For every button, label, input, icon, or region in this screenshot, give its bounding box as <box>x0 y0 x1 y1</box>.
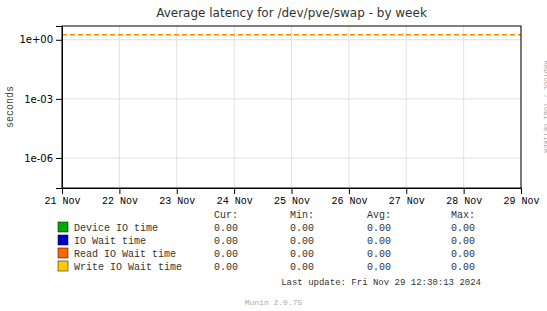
legend-stat: 0.00 <box>214 249 238 260</box>
x-tick: 21 Nov <box>44 188 80 207</box>
x-tick-mark <box>119 188 120 194</box>
x-tick-mark <box>521 188 522 194</box>
x-tick-mark <box>349 188 350 194</box>
x-tick-mark <box>234 188 235 194</box>
y-tick-label: 1e-03 <box>24 94 53 105</box>
legend-stat: 0.00 <box>290 236 314 247</box>
legend-stat: 0.00 <box>214 223 238 234</box>
legend-label: Write IO Wait time <box>74 262 182 273</box>
footer: Last update: Fri Nov 29 12:30:13 2024 <box>281 278 481 288</box>
x-tick-mark <box>177 188 178 194</box>
x-tick-label: 21 Nov <box>44 196 80 207</box>
legend-stat: 0.00 <box>451 223 475 234</box>
y-tick-mark <box>56 99 62 100</box>
x-tick-label: 29 Nov <box>503 196 539 207</box>
grid <box>62 26 521 188</box>
x-tick-mark <box>292 188 293 194</box>
grid-line-x <box>406 26 407 188</box>
legend-stat: 0.00 <box>214 262 238 273</box>
x-tick-label: 25 Nov <box>274 196 310 207</box>
legend-label: Read IO Wait time <box>74 249 176 260</box>
y-tick-label: 1e+00 <box>19 34 53 45</box>
legend-header: Min: <box>290 210 314 221</box>
grid-line-x <box>463 26 464 188</box>
legend-swatch <box>58 235 68 245</box>
y-tick: 1e-03 <box>24 94 62 105</box>
y-axis: 1e-06 1e-03 1e+00 <box>19 27 62 189</box>
x-tick: 24 Nov <box>217 188 253 207</box>
grid-line-x <box>176 26 177 188</box>
legend-swatch <box>58 248 68 258</box>
plot-area <box>62 34 521 35</box>
grid-line-x <box>119 26 120 188</box>
grid-line-x <box>234 26 235 188</box>
x-tick-label: 26 Nov <box>331 196 367 207</box>
x-tick-label: 24 Nov <box>217 196 253 207</box>
x-tick: 23 Nov <box>159 188 195 207</box>
x-tick-mark <box>62 188 63 194</box>
legend-stat: 0.00 <box>367 236 391 247</box>
legend-stat: 0.00 <box>367 249 391 260</box>
legend-swatch <box>58 222 68 232</box>
y-tick-mark <box>56 40 62 41</box>
x-tick: 28 Nov <box>446 188 482 207</box>
x-axis-line <box>63 189 522 195</box>
legend-stat: 0.00 <box>290 249 314 260</box>
legend-label: Device IO time <box>74 223 158 234</box>
title: Average latency for /dev/pve/swap - by w… <box>156 6 427 20</box>
y-tick-mark <box>56 158 62 159</box>
legend-stat: 0.00 <box>451 249 475 260</box>
y-tick-label: 1e-06 <box>24 153 53 164</box>
legend-stat: 0.00 <box>214 236 238 247</box>
watermark: RRDTOOL / TOBI OETIKER <box>542 61 547 154</box>
legend-stat: 0.00 <box>367 223 391 234</box>
legend-header: Max: <box>451 210 475 221</box>
chart: 1e-061e-031e+0021 Nov22 Nov23 Nov24 Nov2… <box>0 0 547 311</box>
x-tick: 29 Nov <box>503 188 539 207</box>
x-tick-mark <box>464 188 465 194</box>
x-tick-label: 23 Nov <box>159 196 195 207</box>
x-tick: 26 Nov <box>331 188 367 207</box>
legend-header: Cur: <box>214 210 238 221</box>
x-tick-label: 27 Nov <box>389 196 425 207</box>
legend-swatch <box>58 261 68 271</box>
y-tick: 1e+00 <box>19 34 62 45</box>
legend-stat: 0.00 <box>290 223 314 234</box>
legend-stat: 0.00 <box>290 262 314 273</box>
legend-header: Avg: <box>367 210 391 221</box>
y-axis-title: seconds <box>5 86 16 128</box>
x-tick: 27 Nov <box>389 188 425 207</box>
x-tick-label: 22 Nov <box>102 196 138 207</box>
x-axis: 21 Nov 22 Nov 23 Nov 24 Nov 25 Nov 26 Nov 27 N… <box>44 188 539 207</box>
y-axis-line <box>56 27 63 189</box>
legend: Cur: Min: Avg: Max: Device IO time 0.00 0.00 0.… <box>58 210 475 273</box>
reference-line <box>62 34 521 36</box>
x-tick: 22 Nov <box>102 188 138 207</box>
credit: Munin 2.0.75 <box>245 298 303 307</box>
legend-stat: 0.00 <box>451 236 475 247</box>
grid-line-x <box>348 26 349 188</box>
legend-label: IO Wait time <box>74 236 146 247</box>
legend-stat: 0.00 <box>451 262 475 273</box>
y-tick: 1e-06 <box>24 153 62 164</box>
x-tick-mark <box>406 188 407 194</box>
x-tick-label: 28 Nov <box>446 196 482 207</box>
grid-line-x <box>291 26 292 188</box>
plot-frame <box>62 26 521 188</box>
x-tick: 25 Nov <box>274 188 310 207</box>
legend-stat: 0.00 <box>367 262 391 273</box>
